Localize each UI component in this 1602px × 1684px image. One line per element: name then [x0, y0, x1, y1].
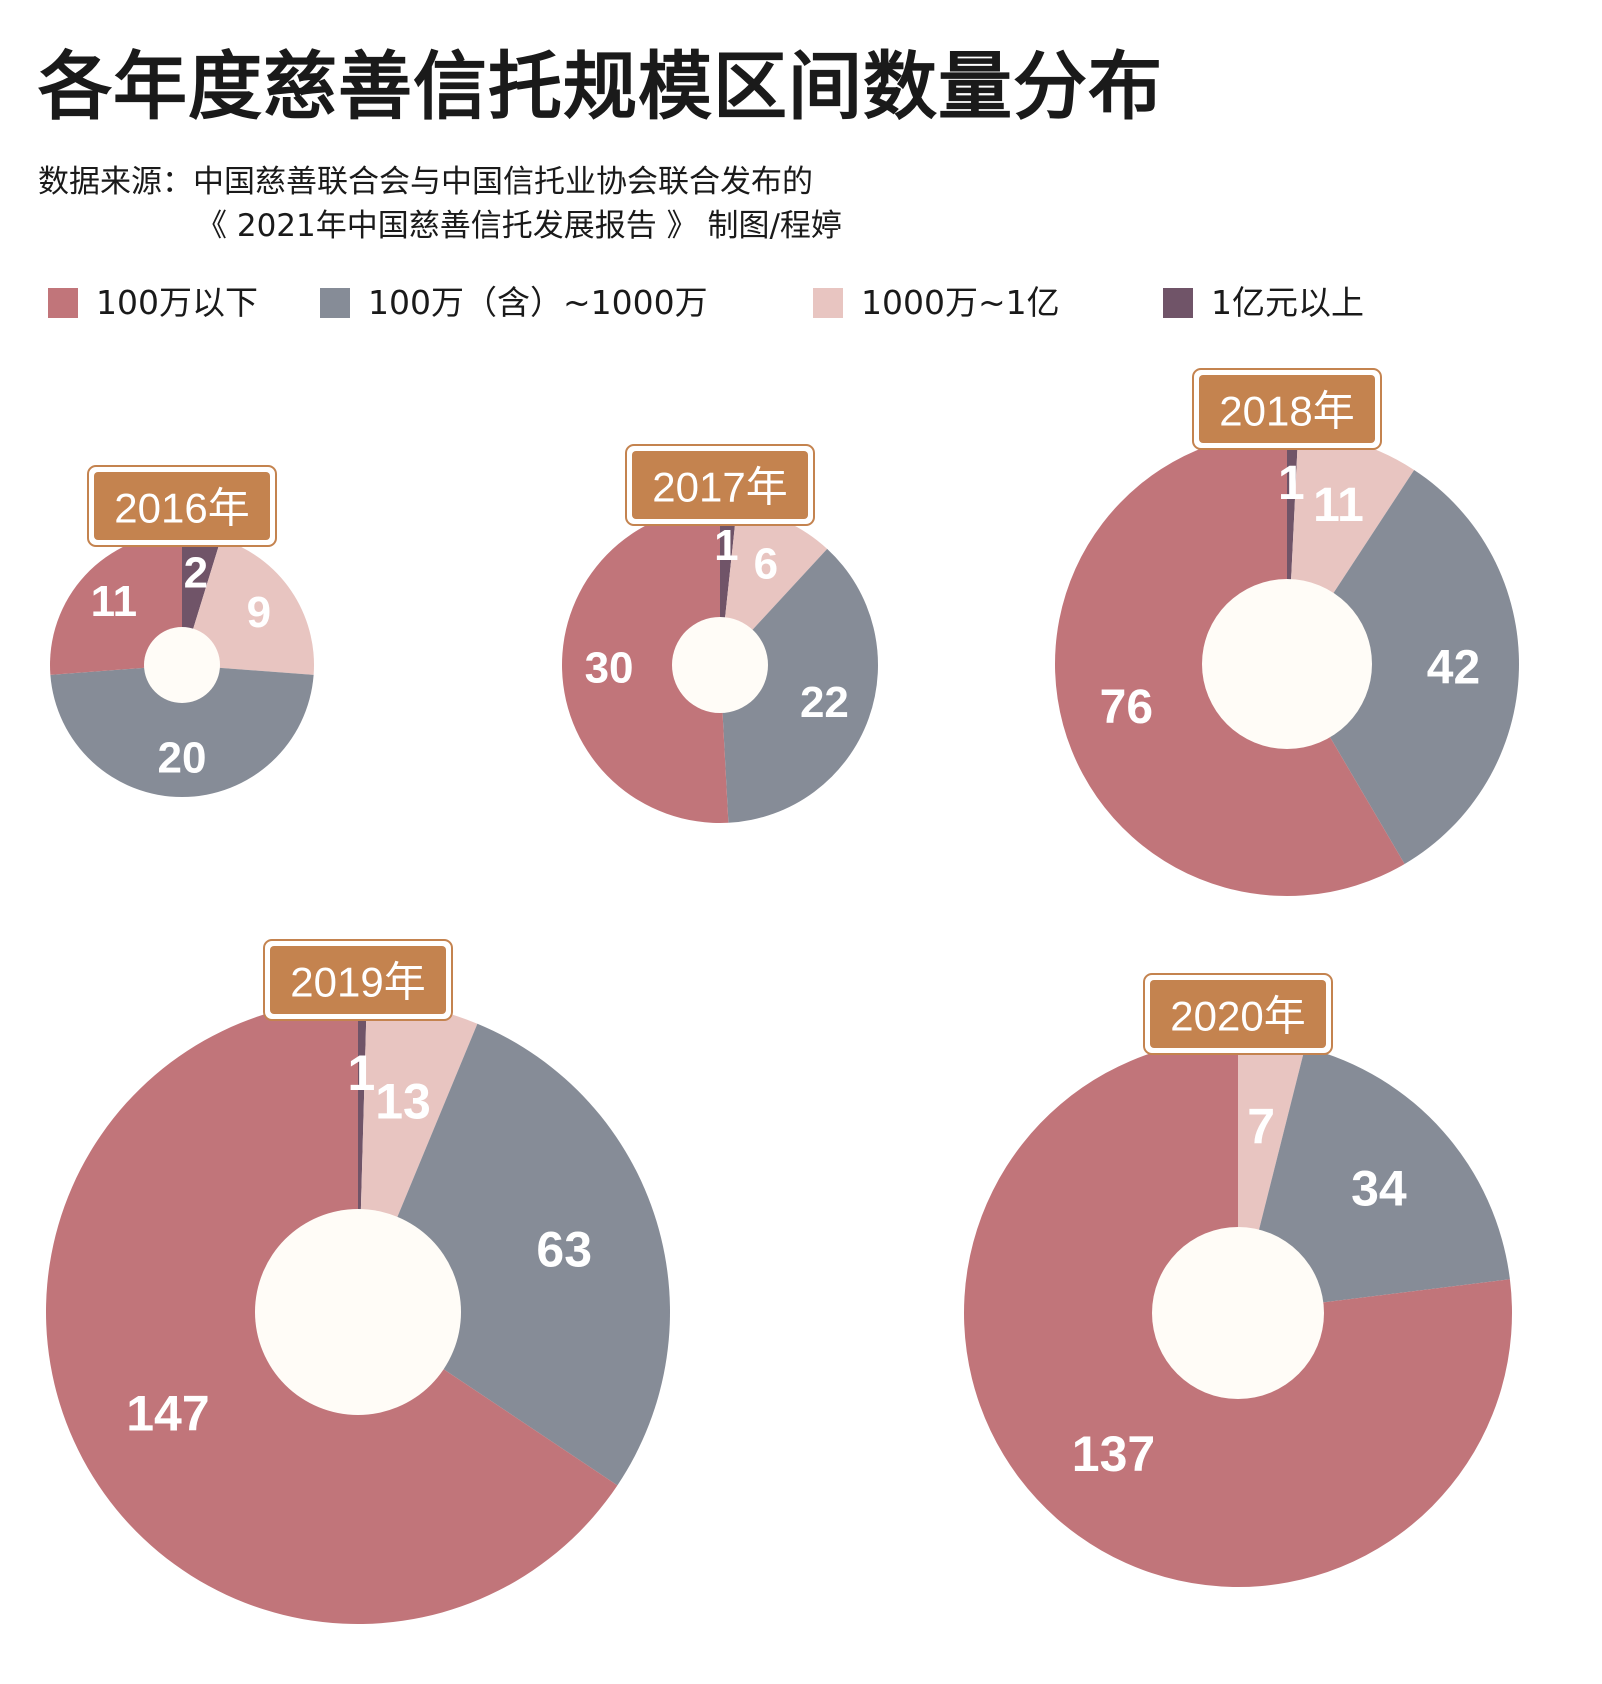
year-box [270, 946, 446, 1014]
slice-label-over-100m: 1 [347, 1045, 375, 1101]
slice-label-over-100m: 1 [714, 521, 738, 570]
legend: 100万以下 100万（含）~1000万 1000万~1亿 1亿元以上 [48, 283, 1588, 323]
legend-item-1m-10m: 100万（含）~1000万 [320, 283, 708, 323]
slice-label-under-1m: 76 [1100, 681, 1153, 734]
legend-item-10m-100m: 1000万~1亿 [813, 283, 1060, 323]
donut-hole [255, 1209, 461, 1415]
slice-label-1m-10m: 20 [158, 734, 207, 783]
source-line-1: 数据来源：中国慈善联合会与中国信托业协会联合发布的 [38, 164, 813, 200]
donut-2017年: 1 6 22 30 2017年 [562, 444, 878, 823]
slice-under-1m [562, 507, 729, 823]
slice-1m-10m [1238, 1047, 1510, 1313]
donut-hole [1202, 579, 1372, 749]
donut-2019年: 113 63 147 2019年 [45, 939, 670, 1625]
slice-label-1m-10m: 63 [536, 1221, 592, 1277]
slice-1m-10m [720, 548, 878, 823]
slice-label-10m-100m: 13 [375, 1073, 431, 1129]
year-box [632, 451, 808, 519]
donut-hole [672, 617, 768, 713]
slice-label-under-1m: 137 [1072, 1426, 1155, 1482]
year-label: 2019年 [290, 959, 425, 1006]
slice-label-10m-100m: 9 [247, 588, 271, 637]
slice-under-1m [50, 533, 182, 675]
slice-label-10m-100m: 7 [1247, 1098, 1275, 1154]
slice-1m-10m [50, 665, 314, 797]
year-label: 2018年 [1219, 388, 1354, 435]
slice-label-under-1m: 147 [126, 1386, 209, 1442]
chart-title: 各年度慈善信托规模区间数量分布 [38, 44, 1163, 130]
slice-label-10m-100m: 6 [754, 539, 778, 588]
legend-swatch [1163, 288, 1193, 318]
slice-label-1m-10m: 22 [800, 678, 849, 727]
donut-2020年: 7 34 137 2020年 [963, 973, 1512, 1587]
year-label: 2020年 [1170, 993, 1305, 1040]
legend-item-under-1m: 100万以下 [48, 283, 258, 323]
donut-hole [1152, 1227, 1324, 1399]
donut-hole [144, 627, 220, 703]
slice-1m-10m [1287, 469, 1519, 864]
legend-swatch [48, 288, 78, 318]
slice-label-over-100m: 1 [1278, 457, 1305, 510]
slice-label-over-100m: 2 [184, 549, 208, 598]
year-label: 2016年 [114, 485, 249, 532]
legend-label: 1000万~1亿 [861, 283, 1060, 322]
slice-label-under-1m: 30 [585, 643, 634, 692]
slice-label-10m-100m: 11 [1313, 479, 1364, 532]
year-box [94, 472, 270, 540]
source-line-2: 《 2021年中国慈善信托发展报告 》 制图/程婷 [196, 208, 842, 244]
year-label: 2017年 [652, 464, 787, 511]
slice-1m-10m [358, 1023, 670, 1486]
legend-label: 1亿元以上 [1211, 283, 1364, 322]
legend-swatch [813, 288, 843, 318]
year-box [1199, 375, 1375, 443]
legend-label: 100万以下 [96, 283, 258, 322]
slice-10m-100m [182, 538, 314, 675]
legend-swatch [320, 288, 350, 318]
legend-label: 100万（含）~1000万 [368, 283, 708, 322]
donut-2018年: 1 11 42 76 2018年 [1055, 368, 1519, 896]
slice-label-1m-10m: 34 [1351, 1161, 1407, 1217]
donut-2016年: 29 20 11 2016年 [50, 465, 314, 797]
source-note: 数据来源：中国慈善联合会与中国信托业协会联合发布的 《 2021年中国慈善信托发… [38, 160, 842, 248]
slice-label-1m-10m: 42 [1427, 642, 1480, 695]
slice-label-under-1m: 11 [91, 577, 138, 626]
legend-item-over-100m: 1亿元以上 [1163, 283, 1364, 323]
year-box [1150, 980, 1326, 1048]
